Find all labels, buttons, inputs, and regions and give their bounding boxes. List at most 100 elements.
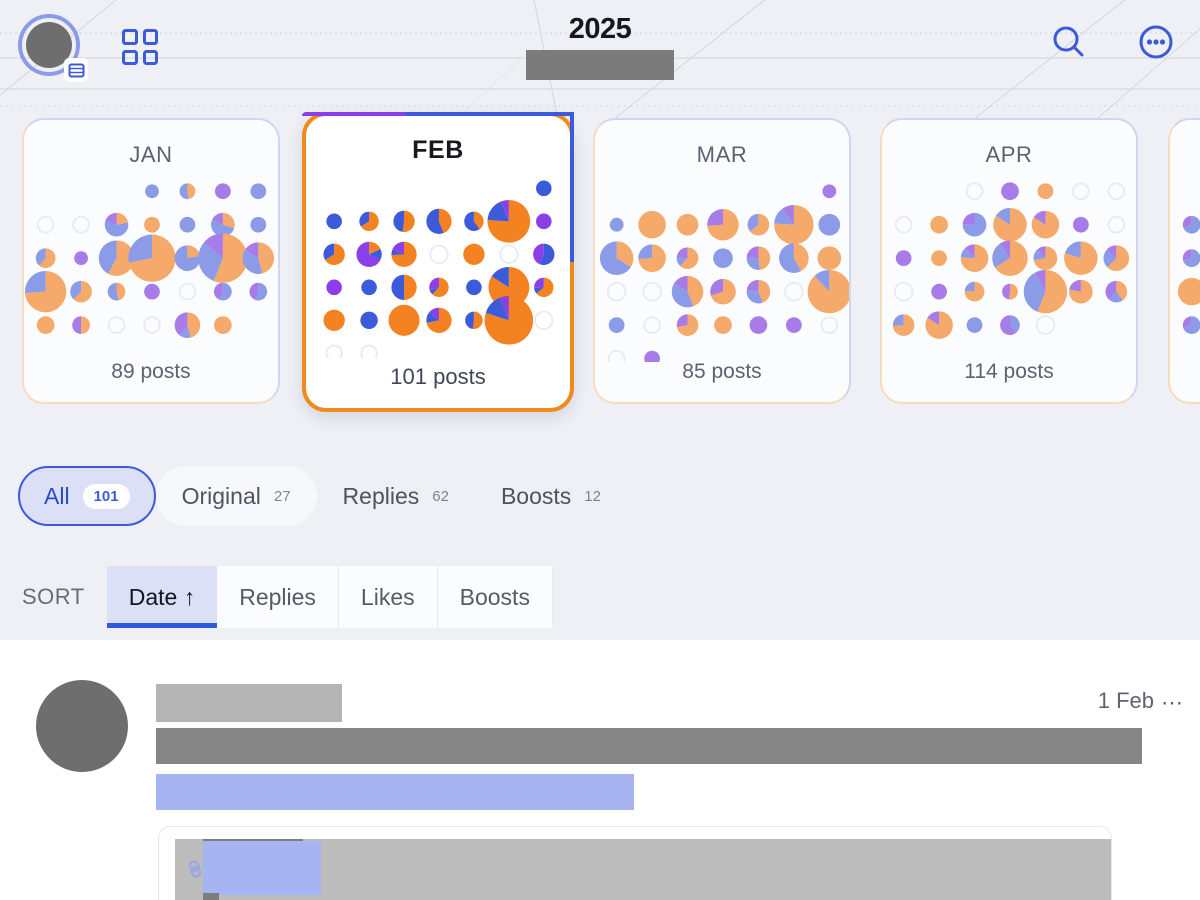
day-pie-slice xyxy=(249,282,259,300)
sort-tab-group[interactable]: Date ↑ Replies Likes Boosts xyxy=(106,566,553,628)
day-pie-slice xyxy=(746,257,760,270)
day-pie-slice xyxy=(487,201,509,222)
day-pie-slice xyxy=(638,244,666,272)
post-link-redacted[interactable] xyxy=(156,774,634,810)
month-card-jan[interactable]: JAN 89 posts xyxy=(22,118,280,404)
day-pie-slice xyxy=(499,296,509,321)
day-pie-slice xyxy=(128,234,176,282)
day-pie-slice xyxy=(707,208,723,226)
day-pie-slice xyxy=(536,213,552,230)
day-pie-slice xyxy=(1072,216,1089,233)
filter-chip-count: 27 xyxy=(273,487,291,505)
post-body-redacted xyxy=(156,728,1142,764)
month-card-may[interactable]: MAY xyxy=(1168,118,1200,404)
filter-chip-original[interactable]: Original 27 xyxy=(155,466,317,526)
sort-tab-likes[interactable]: Likes xyxy=(338,566,438,628)
day-pie-slice xyxy=(326,279,342,296)
day-pie-slice xyxy=(359,211,370,227)
sort-tab-boosts[interactable]: Boosts xyxy=(437,566,553,628)
day-pie-slice xyxy=(391,248,405,256)
day-pie-slice xyxy=(1008,283,1018,300)
day-pie-slice xyxy=(1183,249,1200,267)
day-pie-slice xyxy=(145,184,159,199)
month-card-apr[interactable]: APR 114 posts xyxy=(880,118,1138,404)
month-pie-grid xyxy=(24,176,278,362)
day-pie-slice xyxy=(774,208,794,225)
day-pie-slice xyxy=(1001,182,1019,201)
day-pie-empty xyxy=(607,349,626,362)
month-card-mar[interactable]: MAR 85 posts xyxy=(593,118,851,404)
search-icon[interactable] xyxy=(1046,20,1090,64)
day-pie-slice xyxy=(144,283,160,300)
day-pie-slice xyxy=(992,243,1010,268)
day-pie-slice xyxy=(995,207,1010,225)
month-pie-grid xyxy=(595,176,849,362)
link-card-tick xyxy=(203,893,219,900)
day-pie-slice xyxy=(203,233,223,259)
day-pie-slice xyxy=(713,248,733,269)
post-menu-icon[interactable]: ⋯ xyxy=(1161,690,1184,715)
more-circle-icon[interactable] xyxy=(1134,20,1178,64)
day-pie-slice xyxy=(187,312,201,338)
filter-chip-row[interactable]: All 101 Original 27 Replies 62 Boosts 12 xyxy=(18,466,627,526)
filter-chip-all[interactable]: All 101 xyxy=(18,466,156,526)
day-pie-slice xyxy=(536,277,554,298)
sort-tab-date[interactable]: Date ↑ xyxy=(106,566,218,628)
day-pie-slice xyxy=(599,241,631,275)
day-pie-empty xyxy=(1107,182,1126,201)
day-pie-empty xyxy=(499,244,519,265)
day-pie-slice xyxy=(402,210,415,232)
day-pie-slice xyxy=(74,251,88,266)
day-pie-slice xyxy=(1108,291,1123,303)
sort-tab-replies[interactable]: Replies xyxy=(217,566,339,628)
day-pie-slice xyxy=(1103,250,1117,268)
day-pie-slice xyxy=(962,212,987,237)
day-pie-slice xyxy=(707,208,739,241)
day-pie-slice xyxy=(250,216,267,233)
sort-bar[interactable]: SORT Date ↑ Replies Likes Boosts xyxy=(0,566,1200,628)
day-pie-slice xyxy=(222,212,235,229)
day-pie-slice xyxy=(426,312,439,323)
post-avatar[interactable] xyxy=(36,680,128,772)
day-pie-slice xyxy=(534,287,544,294)
grid-view-icon[interactable] xyxy=(122,29,158,65)
handle-redacted xyxy=(526,50,674,81)
day-pie-slice xyxy=(105,212,117,225)
grid-cell xyxy=(142,29,158,45)
filter-chip-label: Original xyxy=(181,482,261,509)
filter-chip-boosts[interactable]: Boosts 12 xyxy=(475,466,627,526)
post-link-card[interactable] xyxy=(158,826,1112,900)
day-pie-slice xyxy=(1000,315,1016,335)
day-pie-slice xyxy=(429,287,439,295)
filter-chip-count: 12 xyxy=(584,487,601,505)
link-card-thumbnail xyxy=(175,839,1111,900)
day-pie-slice xyxy=(404,274,417,300)
day-pie-slice xyxy=(255,282,268,301)
month-card-count: 85 posts xyxy=(682,360,762,383)
day-pie-slice xyxy=(73,280,92,303)
day-pie-slice xyxy=(814,269,830,292)
day-pie-slice xyxy=(179,183,189,200)
filter-chip-label: Replies xyxy=(342,482,420,509)
filter-chip-replies[interactable]: Replies 62 xyxy=(317,466,475,526)
day-pie-slice xyxy=(608,317,625,333)
day-pie-slice xyxy=(1023,272,1046,312)
day-pie-slice xyxy=(539,243,555,265)
day-pie-slice xyxy=(392,241,405,255)
day-pie-slice xyxy=(323,243,335,261)
day-pie-slice xyxy=(638,210,666,239)
day-pie-slice xyxy=(391,241,417,267)
day-pie-slice xyxy=(361,279,377,296)
day-pie-slice xyxy=(116,212,129,225)
day-pie-slice xyxy=(464,211,480,232)
day-pie-slice xyxy=(25,270,67,313)
day-pie-slice xyxy=(793,243,809,272)
day-pie-slice xyxy=(179,216,196,233)
day-pie-slice xyxy=(534,277,544,288)
day-pie-slice xyxy=(1037,246,1046,259)
day-pie-slice xyxy=(960,248,975,259)
day-pie-slice xyxy=(1107,245,1130,271)
month-card-strip[interactable]: JAN 89 posts FEB 101 posts MAR 85 posts APR 114… xyxy=(0,110,1200,412)
month-card-feb[interactable]: FEB 101 posts xyxy=(302,112,574,412)
day-pie-slice xyxy=(242,249,263,274)
